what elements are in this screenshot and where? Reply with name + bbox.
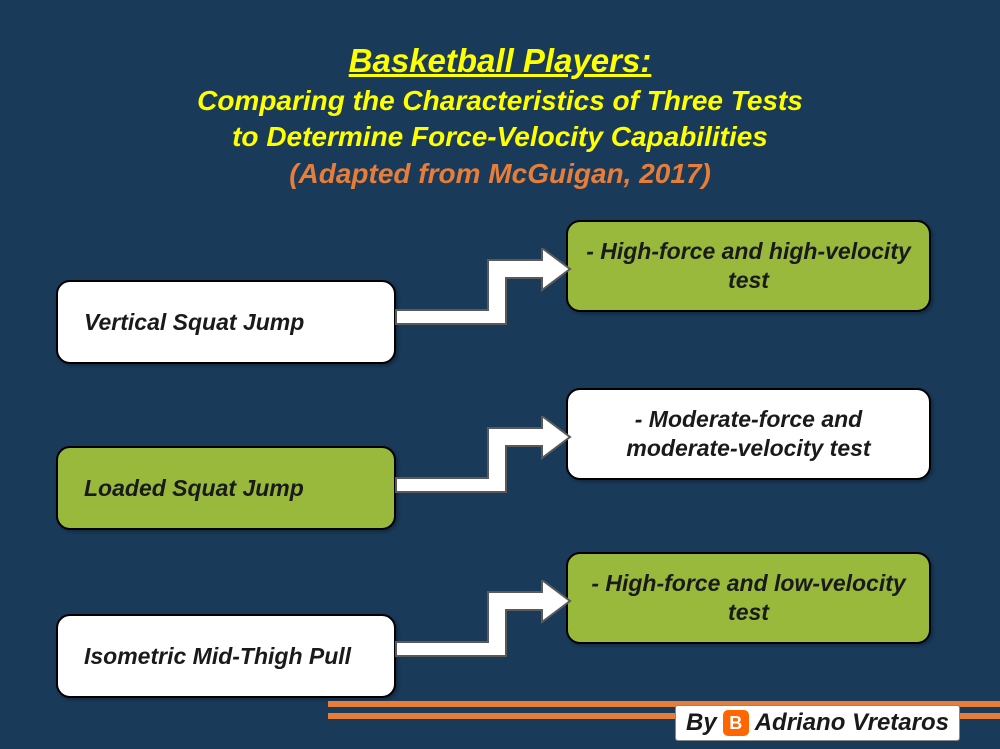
characteristic-box-2: - Moderate-force and moderate-velocity t… — [566, 388, 931, 480]
test-box-isometric-mid-thigh-pull: Isometric Mid-Thigh Pull — [56, 614, 396, 698]
test-box-loaded-squat-jump: Loaded Squat Jump — [56, 446, 396, 530]
characteristic-box-1: - High-force and high-velocity test — [566, 220, 931, 312]
title-block: Basketball Players: Comparing the Charac… — [0, 0, 1000, 192]
title-line-4: (Adapted from McGuigan, 2017) — [0, 156, 1000, 192]
characteristic-label: - High-force and low-velocity test — [584, 569, 913, 627]
arrow-1 — [388, 248, 578, 334]
test-label: Loaded Squat Jump — [84, 475, 304, 502]
test-label: Isometric Mid-Thigh Pull — [84, 643, 351, 670]
characteristic-label: - Moderate-force and moderate-velocity t… — [584, 405, 913, 463]
byline-author: Adriano Vretaros — [755, 709, 949, 737]
title-line-2: Comparing the Characteristics of Three T… — [0, 83, 1000, 119]
characteristic-box-3: - High-force and low-velocity test — [566, 552, 931, 644]
arrow-2 — [388, 416, 578, 502]
title-line-3: to Determine Force-Velocity Capabilities — [0, 119, 1000, 155]
title-line-1: Basketball Players: — [0, 40, 1000, 83]
byline-by: By — [686, 709, 717, 737]
test-box-vertical-squat-jump: Vertical Squat Jump — [56, 280, 396, 364]
characteristic-label: - High-force and high-velocity test — [584, 237, 913, 295]
arrow-3 — [388, 580, 578, 666]
blogger-icon: B — [723, 710, 749, 736]
byline: By B Adriano Vretaros — [675, 705, 960, 741]
test-label: Vertical Squat Jump — [84, 309, 304, 336]
blogger-icon-letter: B — [729, 713, 742, 734]
